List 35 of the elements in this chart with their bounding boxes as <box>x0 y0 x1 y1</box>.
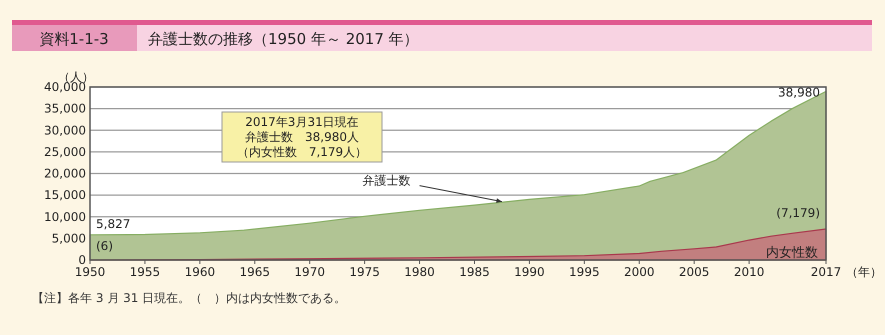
y-tick-label: 0 <box>78 253 86 267</box>
annotation: （内女性数 7,179人） <box>236 145 368 159</box>
text: 【注】各年 3 月 31 日現在。（ ）内は内女性数である。 <box>32 291 346 305</box>
x-tick-label: 1970 <box>294 265 325 279</box>
x-tick-label: 1950 <box>74 265 106 279</box>
data-label: 5,827 <box>96 216 130 231</box>
y-tick-label: 15,000 <box>44 188 86 202</box>
x-tick-label: 1965 <box>240 265 270 279</box>
x-axis-title: （年） <box>846 265 882 279</box>
y-tick-label: 35,000 <box>44 102 86 116</box>
x-tick-label: 1960 <box>184 265 216 279</box>
y-tick-label: 20,000 <box>44 166 86 180</box>
x-tick-label: 1990 <box>514 265 545 279</box>
annotation: 2017年3月31日現在 <box>245 115 359 129</box>
x-tick-label: 1985 <box>459 265 490 279</box>
x-tick-label: 2017 <box>810 265 842 279</box>
y-tick-label: 5,000 <box>52 231 86 246</box>
series-label: 内女性数 <box>766 246 818 261</box>
x-tick-label: 2005 <box>678 265 710 279</box>
y-tick-label: 30,000 <box>44 123 86 138</box>
x-tick-label: 2010 <box>734 265 764 279</box>
y-tick-label: 10,000 <box>44 210 86 224</box>
x-tick-label: 2000 <box>624 265 655 279</box>
x-tick-label: 1980 <box>404 265 435 279</box>
y-tick-label: 25,000 <box>44 144 86 159</box>
data-label: (6) <box>96 238 113 253</box>
annotation: 弁護士数 38,980人 <box>245 130 359 144</box>
x-tick-label: 1995 <box>569 265 600 279</box>
text: 資料1-1-3 <box>39 30 109 48</box>
data-label: (7,179) <box>776 206 820 220</box>
series-label: 弁護士数 <box>362 173 411 188</box>
x-tick-label: 1975 <box>349 265 380 279</box>
x-tick-label: 1955 <box>130 265 160 279</box>
data-label: 38,980 <box>778 85 820 100</box>
chart-title: 弁護士数の推移（1950 年～ 2017 年） <box>148 30 419 48</box>
